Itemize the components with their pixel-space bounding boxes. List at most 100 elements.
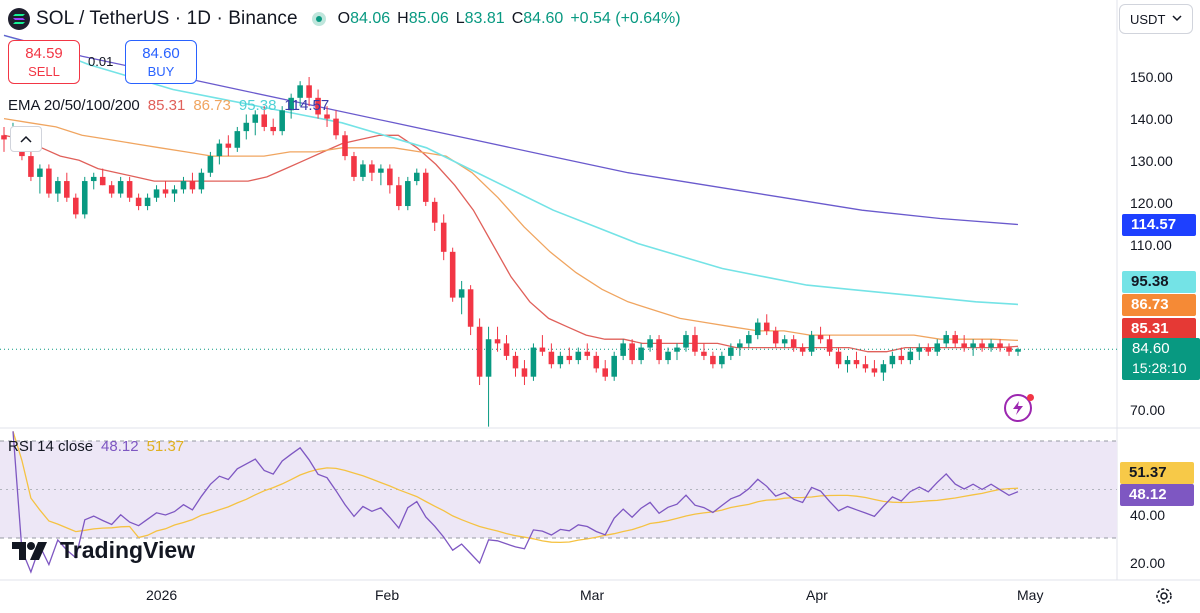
bar-countdown: 15:28:10 bbox=[1132, 360, 1187, 376]
candle-body bbox=[952, 335, 958, 344]
candle-body bbox=[431, 201, 438, 223]
ema-line-50 bbox=[3, 117, 1019, 342]
price-tick: 150.00 bbox=[1130, 69, 1173, 85]
candle-body bbox=[799, 347, 806, 352]
candle-body bbox=[467, 289, 474, 327]
candle-body bbox=[611, 355, 617, 377]
price-tick: 110.00 bbox=[1130, 237, 1172, 253]
candle-body bbox=[1015, 349, 1021, 352]
rsi-line bbox=[12, 431, 1019, 574]
candle-body bbox=[396, 185, 402, 207]
candle-body bbox=[153, 189, 160, 198]
candle-body bbox=[189, 181, 196, 190]
candle-body bbox=[512, 355, 519, 369]
chevron-down-icon bbox=[1172, 15, 1182, 22]
candle-body bbox=[781, 339, 788, 344]
brand-name: TradingView bbox=[60, 537, 196, 563]
candle-body bbox=[880, 364, 887, 373]
rsi-ma-tag: 51.37 bbox=[1120, 462, 1194, 484]
candle-body bbox=[638, 347, 644, 361]
rsi-legend-label: RSI 14 close bbox=[8, 438, 94, 455]
ema20-legend-value: 85.31 bbox=[147, 97, 186, 114]
ohlc-low-label: L bbox=[455, 10, 465, 27]
candle-body bbox=[180, 181, 187, 190]
candle-body bbox=[629, 343, 635, 361]
candle-body bbox=[719, 355, 725, 365]
buy-label: BUY bbox=[147, 64, 175, 79]
candle-body bbox=[234, 131, 241, 148]
candle-body bbox=[943, 335, 949, 344]
candle-body bbox=[656, 339, 662, 361]
candle-body bbox=[270, 126, 276, 132]
ohlc-low-value: 83.81 bbox=[464, 10, 505, 27]
candle-body bbox=[503, 343, 510, 356]
symbol-title[interactable]: SOL / TetherUS · 1D · Binance bbox=[36, 8, 298, 29]
candle-body bbox=[979, 343, 985, 348]
candle-body bbox=[449, 251, 456, 298]
candle-body bbox=[557, 355, 564, 365]
candle-body bbox=[584, 351, 591, 356]
ohlc-close-value: 84.60 bbox=[523, 10, 564, 27]
candle-body bbox=[575, 351, 582, 361]
candle-body bbox=[73, 197, 79, 215]
ema-legend[interactable]: EMA 20/50/100/200 85.31 86.73 95.38 114.… bbox=[8, 97, 329, 114]
candle-body bbox=[99, 176, 106, 186]
price-tick: 140.00 bbox=[1130, 111, 1173, 127]
candle-body bbox=[476, 326, 483, 377]
candle-body bbox=[871, 368, 878, 373]
rsi-legend[interactable]: RSI 14 close 48.12 51.37 bbox=[8, 438, 184, 455]
candle-body bbox=[539, 347, 546, 352]
candle-body bbox=[422, 172, 429, 202]
candle-body bbox=[530, 347, 537, 377]
candle-body bbox=[970, 343, 976, 348]
candle-body bbox=[961, 343, 967, 348]
currency-select[interactable]: USDT bbox=[1119, 4, 1193, 34]
spread-value: 0.01 bbox=[88, 54, 114, 69]
tradingview-brand[interactable]: TradingView bbox=[12, 537, 195, 564]
candle-body bbox=[288, 97, 294, 111]
candle-body bbox=[126, 181, 133, 198]
collapse-legend-button[interactable] bbox=[10, 126, 42, 152]
buy-button[interactable]: 84.60 BUY bbox=[125, 40, 197, 84]
time-tick: Feb bbox=[375, 587, 400, 603]
candle-body bbox=[620, 343, 626, 356]
candle-body bbox=[862, 364, 869, 369]
candle-body bbox=[647, 339, 653, 348]
chart-header: SOL / TetherUS · 1D · Binance O84.06 H85… bbox=[8, 6, 681, 32]
sell-button[interactable]: 84.59 SELL bbox=[8, 40, 80, 84]
candle-body bbox=[907, 351, 914, 361]
candle-body bbox=[602, 368, 609, 377]
ema-line-100 bbox=[3, 34, 1019, 306]
candle-body bbox=[665, 351, 671, 361]
collapse-chevron-icon bbox=[20, 135, 32, 143]
time-tick: 2026 bbox=[146, 587, 178, 603]
price-tick: 120.00 bbox=[1130, 195, 1173, 211]
candle-body bbox=[746, 335, 752, 344]
ohlc-high-value: 85.06 bbox=[408, 10, 449, 27]
candle-body bbox=[225, 143, 232, 148]
ohlc-readout: O84.06 H85.06 L83.81 C84.60 +0.54 (+0.64… bbox=[338, 10, 681, 28]
candle-body bbox=[324, 114, 330, 119]
candle-body bbox=[81, 181, 88, 215]
candle-body bbox=[458, 289, 465, 298]
candle-body bbox=[261, 114, 268, 127]
settings-icon[interactable] bbox=[1154, 586, 1174, 606]
ema200-price-tag: 114.57 bbox=[1122, 214, 1196, 236]
bolt-icon[interactable] bbox=[1004, 394, 1034, 422]
candle-body bbox=[692, 335, 698, 352]
candle-body bbox=[55, 181, 61, 194]
candle-body bbox=[835, 351, 842, 365]
candle-body bbox=[28, 156, 34, 177]
candle-body bbox=[279, 110, 285, 132]
candle-body bbox=[342, 135, 348, 157]
sell-price: 84.59 bbox=[25, 45, 63, 62]
candle-body bbox=[90, 176, 97, 182]
sell-label: SELL bbox=[28, 64, 60, 79]
candle-body bbox=[315, 97, 321, 115]
candle-body bbox=[171, 189, 178, 194]
candle-body bbox=[440, 222, 447, 252]
candle-body bbox=[826, 339, 833, 352]
ema100-price-tag: 95.38 bbox=[1122, 271, 1196, 293]
current-price-tag: 84.60 15:28:10 bbox=[1122, 338, 1200, 380]
